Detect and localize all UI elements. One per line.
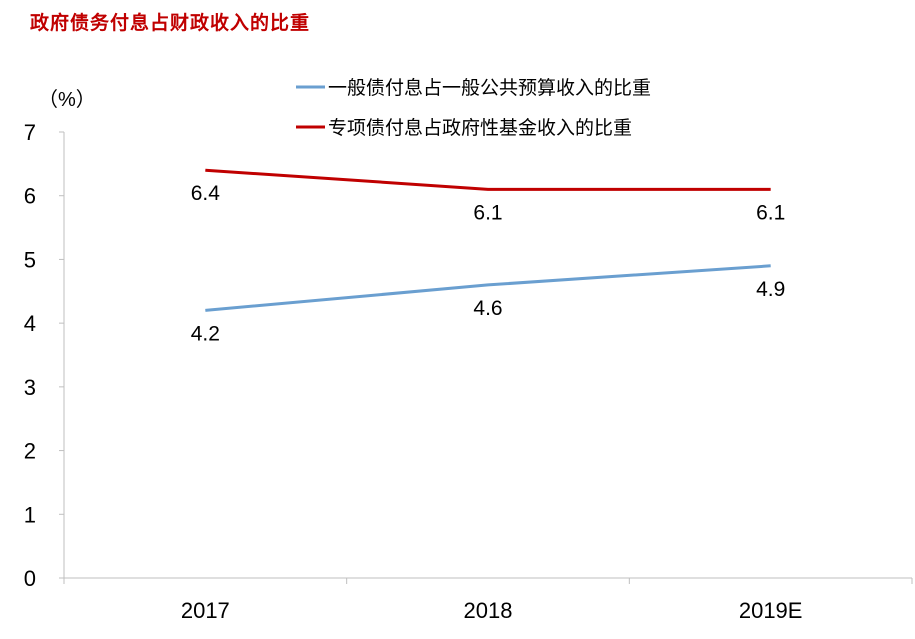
y-tick-label: 4 — [24, 311, 36, 336]
legend-label: 专项债付息占政府性基金收入的比重 — [328, 117, 632, 139]
x-tick-label: 2018 — [464, 598, 513, 623]
data-label: 4.2 — [191, 322, 220, 345]
data-label: 6.4 — [191, 182, 221, 205]
y-axis-unit-label: （%） — [38, 88, 96, 111]
x-tick-label: 2017 — [181, 598, 230, 623]
y-tick-label: 2 — [24, 439, 36, 464]
series-line-2 — [205, 168, 771, 191]
x-tick-label: 2019E — [739, 598, 803, 623]
axes: 0 1 2 3 4 5 6 7 2017 2018 2019E — [24, 120, 913, 623]
data-label: 6.1 — [473, 201, 502, 224]
legend-label: 一般债付息占一般公共预算收入的比重 — [328, 77, 651, 99]
data-label: 4.9 — [756, 278, 785, 301]
y-tick-label: 5 — [24, 247, 36, 272]
y-tick-label: 0 — [24, 566, 36, 591]
y-tick-label: 7 — [24, 120, 36, 145]
chart-title: 政府债务付息占财政收入的比重 — [30, 12, 311, 34]
data-label: 6.1 — [756, 201, 785, 224]
y-tick-label: 1 — [24, 502, 36, 527]
y-tick-label: 3 — [24, 375, 36, 400]
y-tick-label: 6 — [24, 184, 36, 209]
data-label: 4.6 — [473, 297, 502, 320]
series-group: 4.2 4.6 4.9 6.4 6.1 6.1 — [191, 168, 785, 345]
